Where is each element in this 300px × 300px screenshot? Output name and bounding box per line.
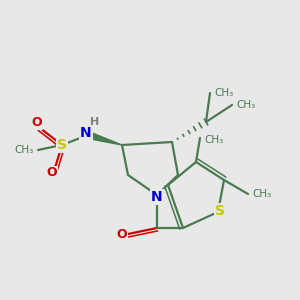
Text: H: H — [90, 117, 100, 127]
Text: N: N — [151, 190, 163, 204]
Polygon shape — [87, 132, 122, 145]
Text: O: O — [32, 116, 42, 130]
Text: O: O — [117, 227, 127, 241]
Text: CH₃: CH₃ — [214, 88, 233, 98]
Text: O: O — [47, 167, 57, 179]
Text: CH₃: CH₃ — [204, 135, 223, 145]
Text: S: S — [215, 204, 225, 218]
Text: CH₃: CH₃ — [15, 145, 34, 155]
Text: N: N — [80, 126, 92, 140]
Text: S: S — [57, 138, 67, 152]
Text: CH₃: CH₃ — [236, 100, 255, 110]
Text: CH₃: CH₃ — [252, 189, 271, 199]
